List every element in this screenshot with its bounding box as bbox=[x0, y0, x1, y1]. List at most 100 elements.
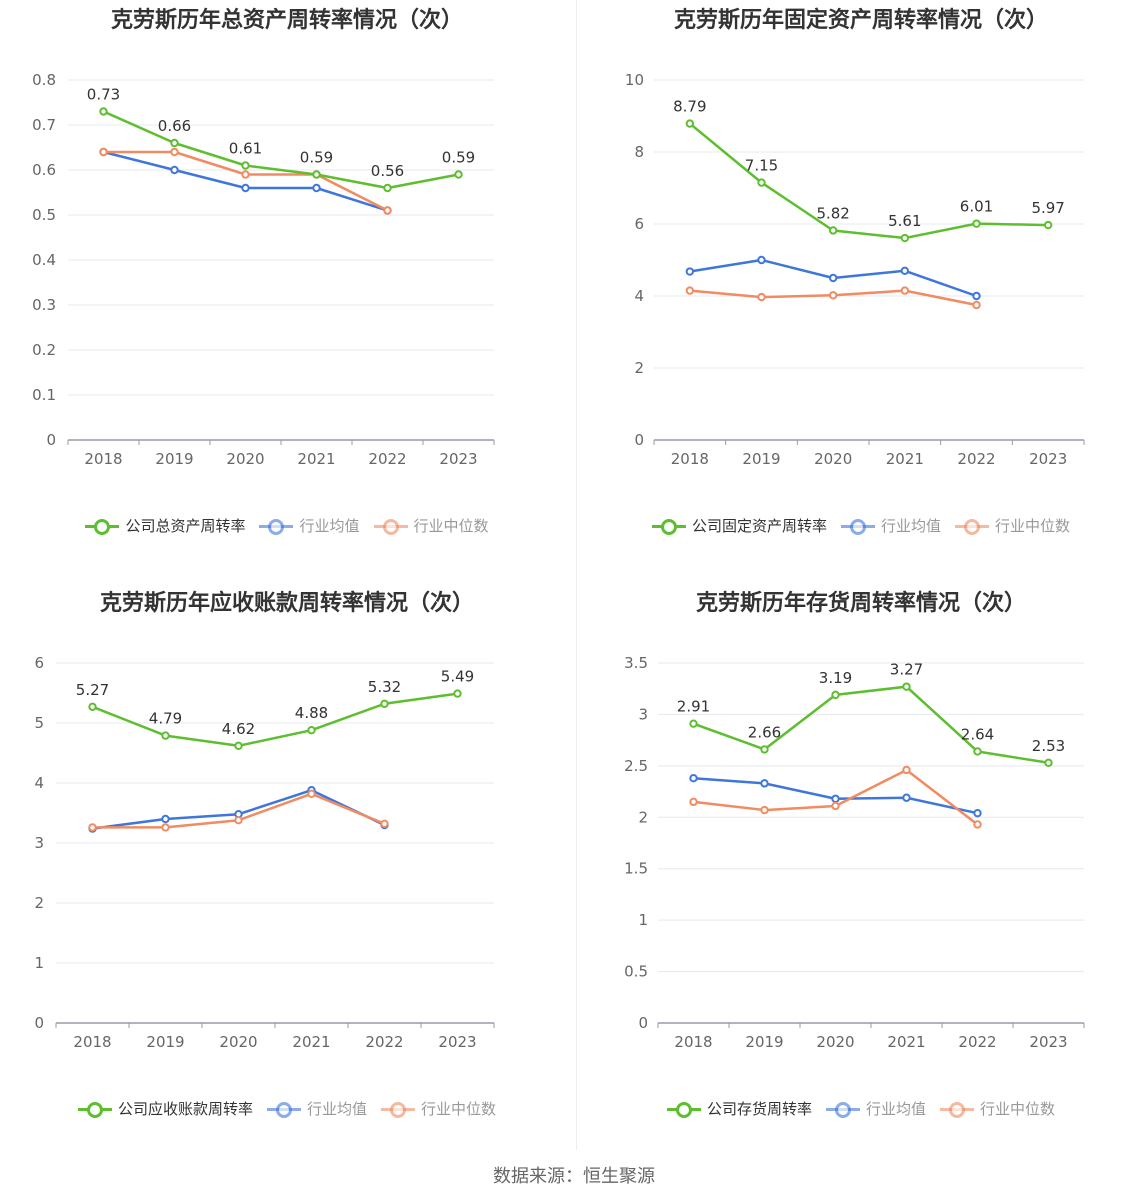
y-tick-label: 1 bbox=[34, 954, 44, 972]
data-point-median[interactable] bbox=[902, 765, 911, 775]
data-point-company[interactable] bbox=[99, 107, 108, 116]
data-point-company[interactable] bbox=[170, 138, 179, 148]
legend-item-avg[interactable]: 行业均值 bbox=[840, 515, 941, 536]
series-line-company bbox=[92, 692, 458, 748]
data-point-median[interactable] bbox=[307, 789, 316, 799]
data-point-avg[interactable] bbox=[757, 255, 766, 265]
legend-line-circle-icon bbox=[259, 518, 294, 535]
chart-title: 克劳斯历年存货周转率情况（次） bbox=[695, 591, 1026, 616]
legend-item-median[interactable]: 行业中位数 bbox=[940, 1098, 1055, 1119]
data-point-company[interactable] bbox=[828, 226, 838, 235]
data-point-median[interactable] bbox=[685, 286, 695, 295]
series-line-avg bbox=[103, 150, 388, 212]
data-label: 7.15 bbox=[745, 157, 778, 175]
legend-line-circle-icon bbox=[651, 518, 686, 535]
legend-item-avg[interactable]: 行业均值 bbox=[266, 1098, 367, 1119]
legend-label: 行业均值 bbox=[880, 517, 941, 535]
data-point-company[interactable] bbox=[88, 702, 97, 712]
data-point-company[interactable] bbox=[972, 219, 981, 228]
data-point-median[interactable] bbox=[973, 820, 982, 829]
legend-item-company[interactable]: 公司存货周转率 bbox=[666, 1098, 812, 1119]
legend-label: 行业中位数 bbox=[995, 517, 1071, 535]
data-point-company[interactable] bbox=[1043, 220, 1053, 230]
data-point-company[interactable] bbox=[757, 178, 766, 187]
legend-label: 行业均值 bbox=[306, 1100, 367, 1118]
data-point-median[interactable] bbox=[689, 797, 698, 807]
y-tick-label: 4 bbox=[34, 774, 44, 792]
data-point-median[interactable] bbox=[99, 147, 108, 157]
legend-label: 行业中位数 bbox=[980, 1100, 1056, 1118]
legend-item-avg[interactable]: 行业均值 bbox=[259, 515, 360, 536]
data-point-company[interactable] bbox=[1044, 758, 1053, 767]
data-point-avg[interactable] bbox=[685, 267, 695, 276]
legend-item-median[interactable]: 行业中位数 bbox=[381, 1098, 496, 1119]
data-point-median[interactable] bbox=[241, 170, 250, 179]
data-point-avg[interactable] bbox=[902, 793, 911, 802]
data-point-company[interactable] bbox=[973, 747, 982, 756]
y-tick-label: 1.5 bbox=[624, 860, 648, 878]
data-point-company[interactable] bbox=[234, 741, 243, 751]
data-point-median[interactable] bbox=[900, 286, 910, 295]
data-point-median[interactable] bbox=[170, 147, 179, 157]
data-point-company[interactable] bbox=[380, 699, 389, 709]
x-tick-label: 2022 bbox=[957, 450, 995, 468]
legend-item-company[interactable]: 公司应收账款周转率 bbox=[77, 1098, 253, 1119]
x-tick-label: 2022 bbox=[365, 1033, 403, 1051]
y-tick-label: 6 bbox=[634, 215, 644, 233]
legend-item-company[interactable]: 公司固定资产周转率 bbox=[651, 515, 827, 536]
data-label: 2.53 bbox=[1032, 737, 1065, 755]
data-point-avg[interactable] bbox=[689, 774, 698, 783]
data-point-avg[interactable] bbox=[973, 808, 982, 818]
y-tick-label: 3 bbox=[34, 834, 44, 852]
legend-label: 公司总资产周转率 bbox=[125, 517, 246, 535]
data-point-median[interactable] bbox=[161, 823, 170, 832]
y-tick-label: 4 bbox=[634, 287, 644, 305]
data-point-median[interactable] bbox=[760, 805, 769, 815]
data-point-median[interactable] bbox=[828, 291, 838, 300]
y-tick-label: 3 bbox=[638, 705, 648, 723]
data-point-company[interactable] bbox=[241, 161, 250, 170]
y-tick-label: 1 bbox=[638, 911, 648, 929]
data-point-avg[interactable] bbox=[241, 183, 250, 193]
data-point-company[interactable] bbox=[900, 233, 910, 243]
data-point-company[interactable] bbox=[685, 119, 695, 128]
data-point-median[interactable] bbox=[88, 823, 97, 832]
data-point-company[interactable] bbox=[453, 689, 462, 698]
data-point-company[interactable] bbox=[454, 170, 463, 179]
legend-item-company[interactable]: 公司总资产周转率 bbox=[85, 515, 245, 536]
data-point-company[interactable] bbox=[307, 726, 316, 735]
data-point-median[interactable] bbox=[380, 819, 389, 829]
data-point-company[interactable] bbox=[383, 183, 392, 193]
data-point-median[interactable] bbox=[234, 816, 243, 825]
data-point-median[interactable] bbox=[972, 300, 981, 310]
data-point-company[interactable] bbox=[831, 690, 840, 700]
data-point-median[interactable] bbox=[831, 801, 840, 811]
data-point-avg[interactable] bbox=[170, 165, 179, 175]
data-point-company[interactable] bbox=[312, 170, 321, 179]
data-point-company[interactable] bbox=[689, 719, 698, 728]
data-point-avg[interactable] bbox=[760, 779, 769, 788]
legend-line-circle-icon bbox=[381, 1101, 415, 1118]
y-tick-label: 0.3 bbox=[32, 296, 56, 314]
data-point-company[interactable] bbox=[760, 745, 769, 754]
data-point-avg[interactable] bbox=[831, 794, 840, 803]
data-point-median[interactable] bbox=[383, 206, 392, 215]
x-tick-label: 2018 bbox=[671, 450, 709, 468]
data-source-note: 数据来源：恒生聚源 bbox=[493, 1166, 655, 1187]
data-point-avg[interactable] bbox=[312, 183, 321, 193]
data-label: 4.79 bbox=[149, 710, 182, 728]
data-point-avg[interactable] bbox=[828, 273, 838, 283]
data-point-avg[interactable] bbox=[900, 266, 910, 275]
legend-item-median[interactable]: 行业中位数 bbox=[373, 515, 489, 536]
data-point-median[interactable] bbox=[757, 292, 766, 302]
data-point-avg[interactable] bbox=[972, 291, 981, 301]
y-tick-label: 0 bbox=[46, 431, 56, 449]
data-point-company[interactable] bbox=[161, 731, 170, 740]
chart-legend: 公司固定资产周转率 行业均值 行业中位数 bbox=[574, 515, 1148, 536]
data-point-company[interactable] bbox=[902, 682, 911, 691]
legend-item-median[interactable]: 行业中位数 bbox=[955, 515, 1070, 536]
data-point-avg[interactable] bbox=[161, 814, 170, 824]
legend-item-avg[interactable]: 行业均值 bbox=[825, 1098, 926, 1119]
legend-label: 行业均值 bbox=[865, 1100, 926, 1118]
x-tick-label: 2021 bbox=[887, 1033, 925, 1051]
